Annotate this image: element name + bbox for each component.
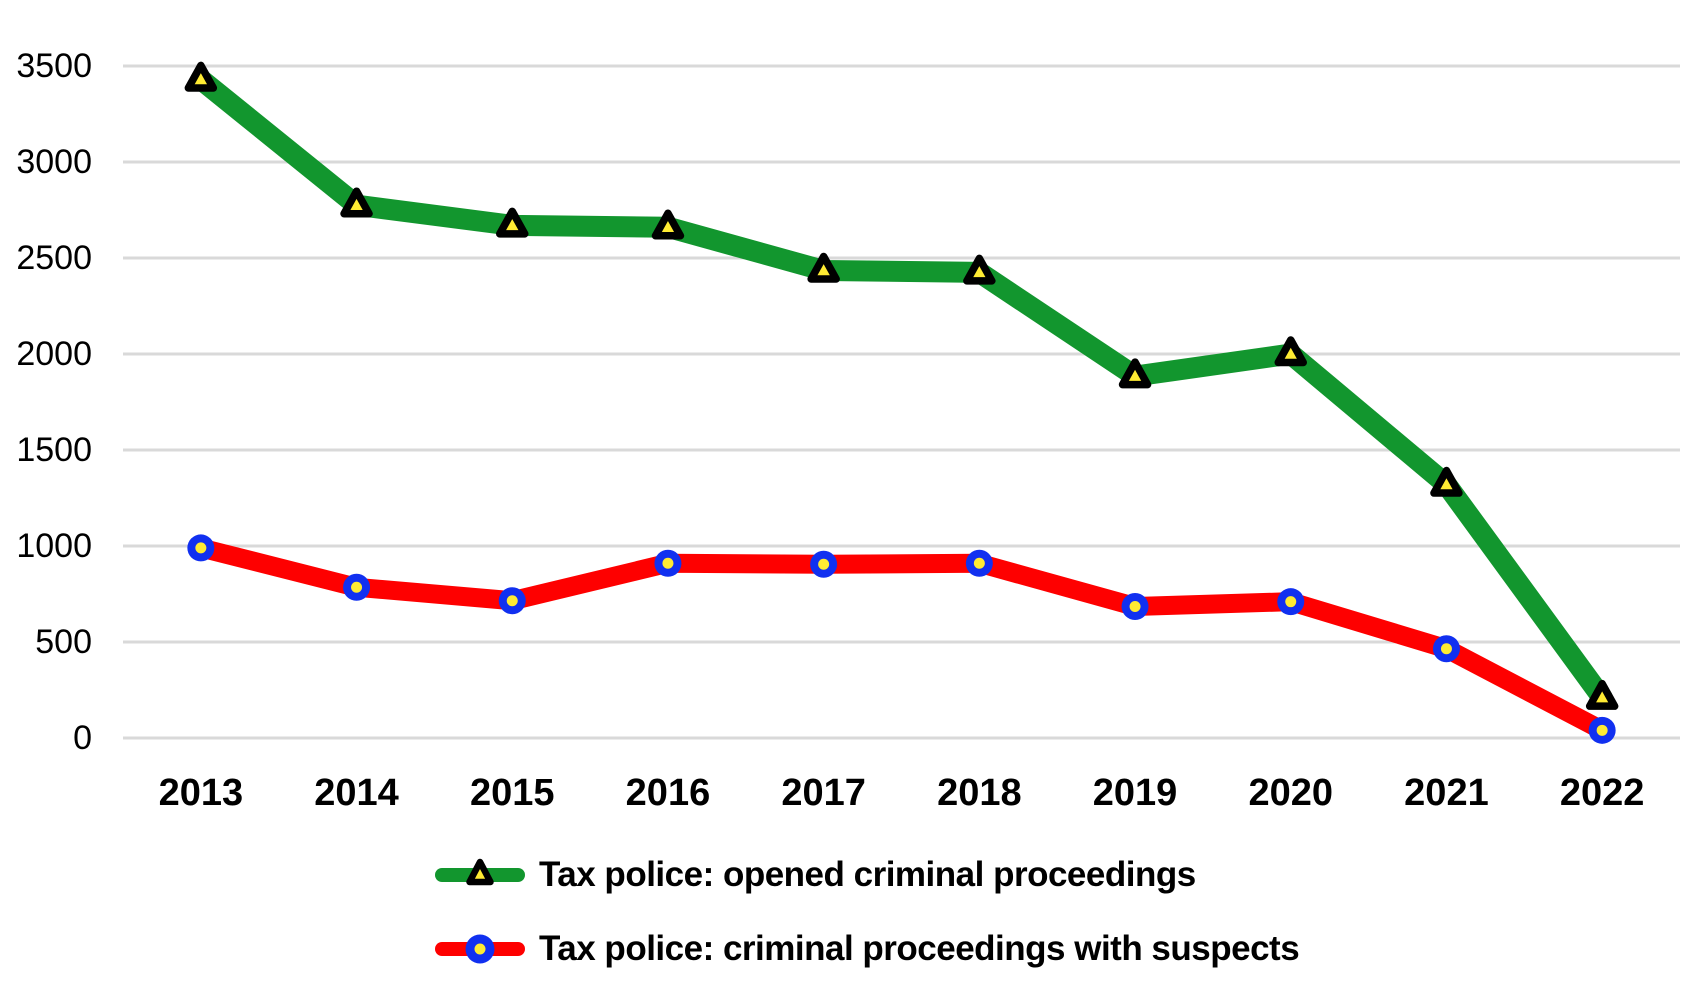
marker-opened-2019-triangle-icon	[1118, 358, 1152, 389]
plot-area: 0 500 1000 1500 2000 2500 3000 3500 2013 2014 2015…	[16, 47, 1680, 814]
series-line-with-suspects	[191, 538, 1612, 740]
marker-opened-2021-triangle-icon	[1430, 466, 1463, 497]
y-tick-label-3000: 3000	[16, 143, 92, 181]
x-tick-label-2014: 2014	[314, 772, 399, 814]
x-tick-label-2021: 2021	[1404, 772, 1489, 814]
x-tick-label-2022: 2022	[1560, 772, 1645, 814]
y-tick-label-2000: 2000	[16, 335, 92, 373]
marker-suspects-2013-dot-icon	[195, 542, 207, 554]
marker-suspects-2016-dot-icon	[662, 557, 674, 569]
legend-item-opened-proceedings: Tax police: opened criminal proceedings	[434, 853, 1299, 897]
legend-green-line-triangle-marker-icon	[435, 858, 525, 886]
x-tick-label-2017: 2017	[781, 772, 866, 814]
legend-item-proceedings-with-suspects: Tax police: criminal proceedings with su…	[434, 927, 1300, 971]
marker-opened-2022-triangle-icon	[1585, 679, 1619, 710]
marker-opened-2018-triangle-icon	[963, 254, 996, 285]
y-tick-label-0: 0	[73, 719, 92, 757]
series-line-opened-proceedings	[190, 68, 1613, 709]
marker-suspects-2020-dot-icon	[1285, 596, 1297, 608]
marker-opened-2020-triangle-icon	[1274, 336, 1307, 367]
marker-opened-2014-triangle-icon	[340, 187, 373, 218]
x-tick-label-2016: 2016	[626, 772, 711, 814]
marker-suspects-2022-dot-icon	[1596, 724, 1608, 736]
x-tick-label-2015: 2015	[470, 772, 555, 814]
marker-suspects-2018-dot-icon	[973, 557, 985, 569]
x-tick-label-2019: 2019	[1093, 772, 1178, 814]
legend-label-proceedings-with-suspects: Tax police: criminal proceedings with su…	[539, 929, 1300, 968]
x-tick-label-2013: 2013	[159, 772, 244, 814]
chart-legend: Tax police: opened criminal proceedings …	[434, 853, 1300, 971]
marker-opened-2016-triangle-icon	[651, 209, 685, 240]
y-tick-label-2500: 2500	[16, 239, 92, 277]
x-tick-label-2018: 2018	[937, 772, 1022, 814]
marker-suspects-2014-dot-icon	[351, 581, 363, 593]
legend-red-line-circle-marker-icon	[435, 934, 525, 964]
marker-opened-2015-triangle-icon	[496, 207, 529, 238]
x-tick-label-2020: 2020	[1248, 772, 1333, 814]
y-tick-label-3500: 3500	[16, 47, 92, 85]
marker-suspects-2019-dot-icon	[1129, 600, 1141, 612]
y-tick-label-500: 500	[35, 623, 92, 661]
y-tick-label-1000: 1000	[16, 527, 92, 565]
legend-label-opened-proceedings: Tax police: opened criminal proceedings	[539, 855, 1196, 894]
marker-suspects-2017-dot-icon	[818, 558, 830, 570]
marker-suspects-2021-dot-icon	[1440, 643, 1452, 655]
marker-opened-2013-triangle-icon	[184, 61, 218, 92]
y-tick-label-1500: 1500	[16, 431, 92, 469]
marker-opened-2017-triangle-icon	[807, 252, 840, 283]
marker-suspects-2015-dot-icon	[506, 595, 518, 607]
